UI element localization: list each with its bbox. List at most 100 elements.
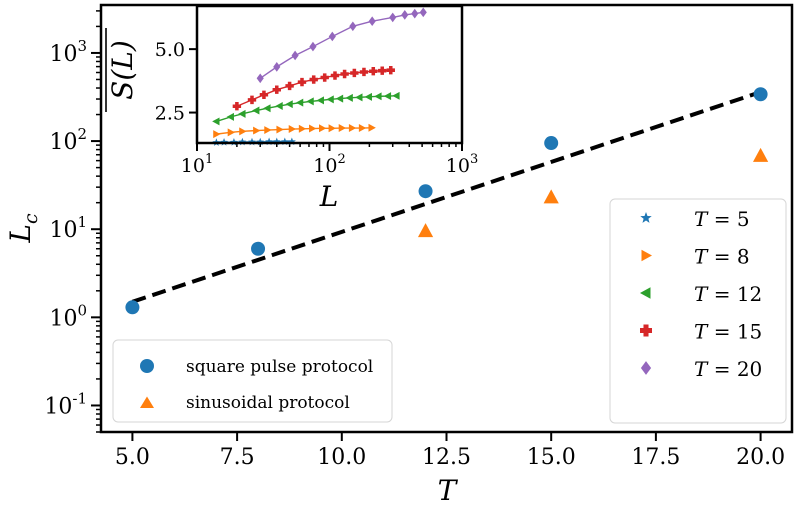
legend-label-t-15: T = 15	[694, 320, 762, 344]
inset-point-t-15	[309, 75, 318, 84]
inset-point-t-15	[359, 67, 369, 77]
legend-label-t-20: T = 20	[694, 357, 762, 381]
inset-point-t-12	[306, 97, 314, 106]
inset-point-t-12	[345, 93, 353, 102]
inset-plot-frame	[195, 4, 464, 145]
inset-point-t-8	[358, 124, 367, 133]
inset-point-t-5	[247, 137, 256, 146]
inset-point-t-20	[256, 73, 264, 84]
inset-point-t-12	[285, 100, 293, 109]
inset-point-t-20	[291, 50, 299, 61]
inset-xtick-label: 101	[181, 152, 213, 177]
svg-text:Lc: Lc	[4, 213, 42, 244]
inset-point-t-8	[276, 125, 284, 134]
inset-xtick-label: 102	[313, 152, 345, 177]
inset-point-t-12	[364, 92, 372, 101]
point-sinusoidal-protocol	[543, 189, 559, 204]
main-ytick-label: 10-1	[44, 389, 87, 419]
inset-point-t-5	[272, 137, 281, 146]
inset-point-t-20	[411, 8, 419, 19]
main-ytick-label: 100	[49, 301, 87, 331]
inset-point-t-20	[309, 41, 317, 52]
inset-point-t-8	[288, 125, 297, 134]
legend-marker-t-8	[641, 249, 652, 262]
main-ytick-label: 102	[49, 125, 87, 155]
main-xtick-label: 12.5	[422, 445, 471, 470]
inset-point-t-8	[264, 126, 272, 135]
main-xlabel: T	[438, 474, 459, 507]
inset-point-t-8	[227, 128, 236, 137]
inset-point-t-12	[383, 92, 392, 101]
legend-marker-sinusoidal	[140, 396, 154, 408]
inset-point-t-8	[348, 124, 357, 133]
inset-point-t-8	[253, 126, 261, 135]
inset-point-t-15	[350, 68, 359, 78]
legend-marker-square-pulse	[140, 359, 154, 373]
inset-point-t-8	[318, 124, 327, 133]
legend-marker-t-12	[640, 287, 651, 299]
inset-point-t-12	[335, 94, 344, 103]
inset-point-t-15	[272, 85, 281, 94]
inset-point-t-12	[374, 92, 382, 101]
point-square-pulse-protocol	[753, 87, 768, 102]
inset-point-t-12	[316, 96, 324, 105]
legend-marker-t-15	[640, 324, 652, 337]
fit-line	[131, 90, 762, 304]
inset-point-t-15	[285, 81, 294, 91]
inset-point-t-20	[389, 12, 397, 23]
point-sinusoidal-protocol	[417, 223, 434, 238]
inset-point-t-8	[368, 123, 376, 132]
svg-text:S(L): S(L)	[106, 40, 139, 100]
inset-point-t-15	[378, 66, 387, 75]
legend-marker-t-20	[640, 361, 652, 375]
inset-point-t-5	[287, 137, 296, 146]
inset-point-t-15	[369, 67, 378, 76]
inset-point-t-5	[280, 137, 289, 146]
main-xtick-label: 20.0	[736, 445, 785, 470]
inset-point-t-12	[295, 98, 304, 107]
inset-ylabel: S(L)	[105, 28, 139, 112]
inset-ytick-label: 5.0	[155, 39, 185, 61]
inset-point-t-5	[238, 137, 247, 146]
inset-point-t-12	[263, 104, 271, 113]
inset-point-t-12	[275, 101, 283, 110]
inset-point-t-12	[238, 109, 246, 118]
point-square-pulse-protocol	[544, 136, 559, 151]
inset-point-t-8	[328, 124, 336, 133]
point-square-pulse-protocol	[251, 241, 266, 256]
inset-point-t-5	[265, 137, 274, 146]
main-ytick-label: 101	[49, 213, 87, 243]
inset-point-t-20	[349, 21, 357, 32]
main-xtick-label: 17.5	[631, 445, 680, 470]
point-square-pulse-protocol	[418, 184, 433, 199]
legend-marker-t-5	[640, 212, 652, 223]
inset-point-t-20	[273, 62, 281, 72]
inset-point-t-5	[256, 137, 265, 146]
inset-point-t-8	[309, 124, 317, 133]
inset-point-t-15	[297, 77, 307, 87]
inset-point-t-12	[392, 91, 400, 100]
inset-axes: 101 102 103 2.5 5.0 L S(L)	[105, 4, 478, 213]
point-square-pulse-protocol	[125, 300, 140, 315]
legend-label-square-pulse: square pulse protocol	[186, 357, 373, 377]
inset-xtick-label: 103	[446, 152, 478, 177]
inset-point-t-8	[298, 124, 307, 133]
inset-point-t-20	[328, 31, 336, 42]
inset-point-t-15	[232, 102, 242, 111]
inset-point-t-15	[340, 69, 349, 79]
inset-legend: T = 5 T = 8 T = 12 T = 15 T = 20	[609, 198, 787, 424]
point-sinusoidal-protocol	[752, 147, 769, 162]
legend-label-t-12: T = 12	[694, 282, 762, 306]
inset-point-t-12	[226, 112, 234, 121]
inset-point-t-12	[252, 106, 260, 115]
inset-point-t-20	[419, 7, 427, 18]
legend-label-t-8: T = 8	[694, 245, 750, 269]
inset-point-t-12	[326, 95, 334, 104]
inset-xlabel: L	[319, 180, 339, 213]
inset-point-t-15	[330, 71, 340, 80]
inset-point-t-15	[320, 73, 329, 82]
inset-point-t-20	[368, 16, 376, 27]
main-xtick-label: 15.0	[527, 445, 576, 470]
inset-point-t-15	[386, 65, 395, 75]
